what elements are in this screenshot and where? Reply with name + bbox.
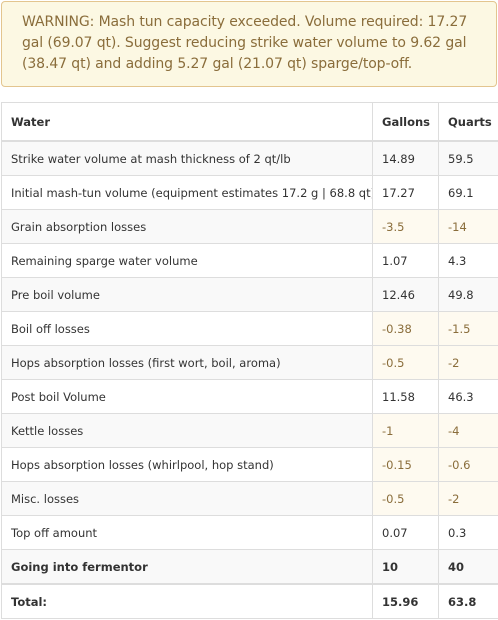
warning-text: WARNING: Mash tun capacity exceeded. Vol…: [22, 14, 468, 72]
gallons-value: -3.5: [372, 209, 439, 244]
row-label: Strike water volume at mash thickness of…: [1, 140, 373, 176]
mash-capacity-warning: WARNING: Mash tun capacity exceeded. Vol…: [1, 1, 497, 87]
row-label: Hops absorption losses (first wort, boil…: [1, 345, 373, 380]
gallons-value: 1.07: [372, 243, 439, 278]
quarts-value: -2: [438, 345, 498, 380]
quarts-value: -14: [438, 209, 498, 244]
row-label: Remaining sparge water volume: [1, 243, 373, 278]
column-header-quarts: Quarts: [438, 102, 498, 142]
gallons-value: 12.46: [372, 277, 439, 312]
table-row: Going into fermentor 10 40: [1, 549, 498, 585]
table-row: Kettle losses -1 -4: [1, 413, 498, 448]
quarts-value: 4.3: [438, 243, 498, 278]
row-label: Pre boil volume: [1, 277, 373, 312]
quarts-value: -4: [438, 413, 498, 448]
table-row: Boil off losses -0.38 -1.5: [1, 311, 498, 346]
table-row: Total: 15.96 63.8: [1, 583, 498, 619]
gallons-value: 11.58: [372, 379, 439, 414]
row-label: Grain absorption losses: [1, 209, 373, 244]
quarts-value: 63.8: [438, 583, 498, 619]
gallons-value: -0.5: [372, 345, 439, 380]
gallons-value: 17.27: [372, 175, 439, 210]
gallons-value: 15.96: [372, 583, 439, 619]
row-label: Hops absorption losses (whirlpool, hop s…: [1, 447, 373, 482]
table-row: Hops absorption losses (first wort, boil…: [1, 345, 498, 380]
row-label: Kettle losses: [1, 413, 373, 448]
water-volume-table: Water Gallons Quarts Strike water volume…: [1, 102, 498, 619]
gallons-value: 10: [372, 549, 439, 585]
quarts-value: -2: [438, 481, 498, 516]
table-row: Top off amount 0.07 0.3: [1, 515, 498, 550]
quarts-value: 59.5: [438, 140, 498, 176]
row-label: Misc. losses: [1, 481, 373, 516]
quarts-value: 49.8: [438, 277, 498, 312]
gallons-value: -0.5: [372, 481, 439, 516]
quarts-value: 0.3: [438, 515, 498, 550]
table-header-row: Water Gallons Quarts: [1, 102, 498, 142]
table-row: Misc. losses -0.5 -2: [1, 481, 498, 516]
table-row: Remaining sparge water volume 1.07 4.3: [1, 243, 498, 278]
row-label: Top off amount: [1, 515, 373, 550]
quarts-value: 40: [438, 549, 498, 585]
gallons-value: -1: [372, 413, 439, 448]
table-row: Hops absorption losses (whirlpool, hop s…: [1, 447, 498, 482]
table-row: Post boil Volume 11.58 46.3: [1, 379, 498, 414]
table-row: Pre boil volume 12.46 49.8: [1, 277, 498, 312]
gallons-value: 0.07: [372, 515, 439, 550]
gallons-value: 14.89: [372, 140, 439, 176]
row-label: Boil off losses: [1, 311, 373, 346]
quarts-value: -0.6: [438, 447, 498, 482]
table-row: Strike water volume at mash thickness of…: [1, 140, 498, 176]
gallons-value: -0.15: [372, 447, 439, 482]
column-header-gallons: Gallons: [372, 102, 439, 142]
table-row: Initial mash-tun volume (equipment estim…: [1, 175, 498, 210]
row-label: Going into fermentor: [1, 549, 373, 585]
table-row: Grain absorption losses -3.5 -14: [1, 209, 498, 244]
row-label: Total:: [1, 583, 373, 619]
gallons-value: -0.38: [372, 311, 439, 346]
quarts-value: 46.3: [438, 379, 498, 414]
quarts-value: 69.1: [438, 175, 498, 210]
column-header-water: Water: [1, 102, 373, 142]
row-label: Initial mash-tun volume (equipment estim…: [1, 175, 373, 210]
row-label: Post boil Volume: [1, 379, 373, 414]
quarts-value: -1.5: [438, 311, 498, 346]
